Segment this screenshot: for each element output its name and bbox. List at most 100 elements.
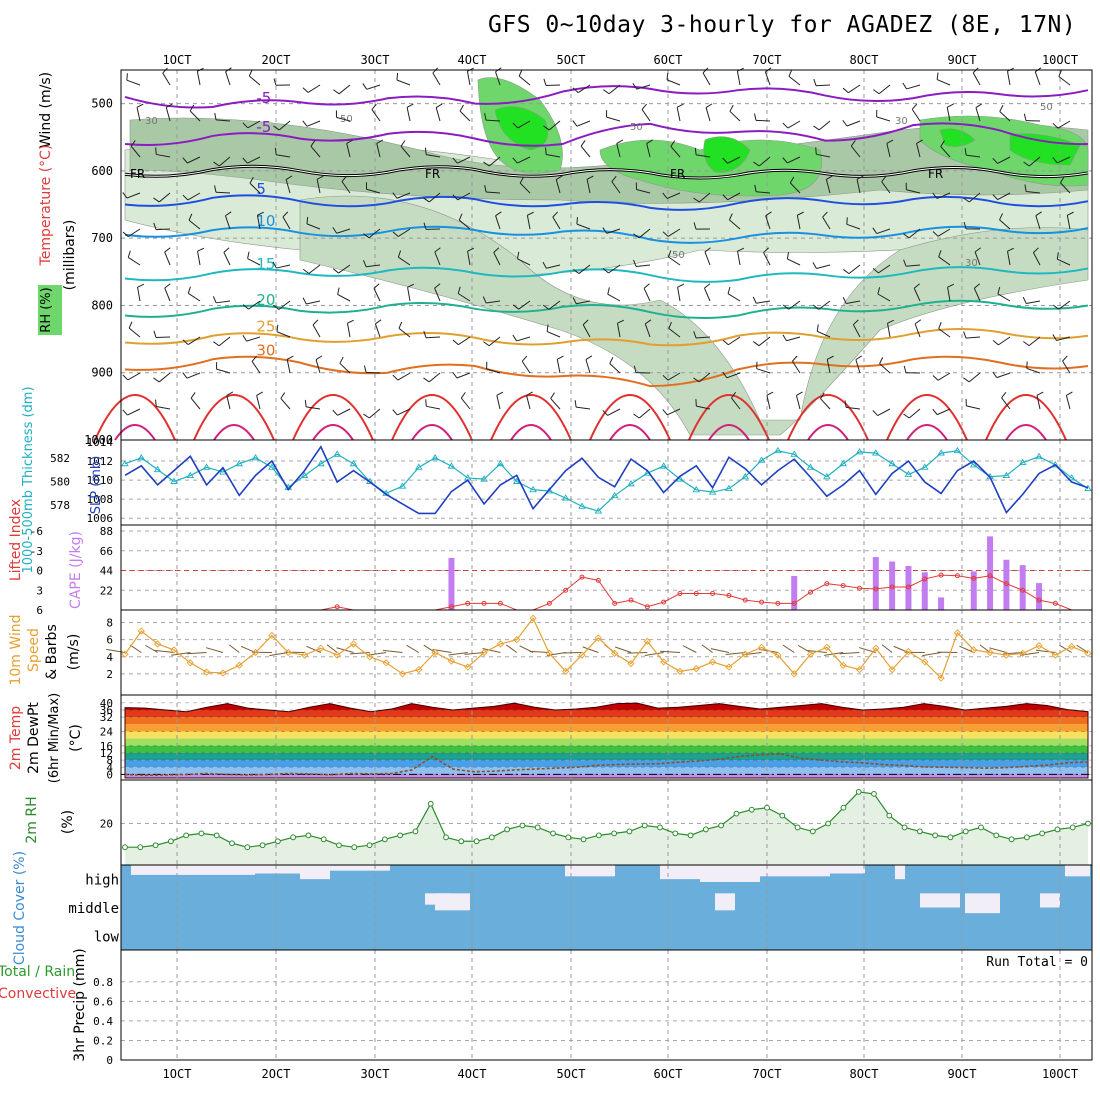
wind-barb-flag [585, 355, 593, 361]
wind-barb [727, 293, 741, 302]
wind-barb [966, 405, 981, 410]
cape-frame [120, 524, 1093, 611]
wind-barb-flag [1052, 157, 1058, 164]
x-tick-label-bottom: 1OCT [163, 1067, 192, 1081]
wind-speed-point [643, 637, 651, 646]
isotherm-label: 20 [256, 291, 275, 309]
wind-barb [636, 84, 651, 90]
wind-barb-flag [887, 319, 895, 324]
wind-barb-flag [1056, 252, 1059, 260]
wind-barb-flag [272, 304, 280, 310]
wind-barb [350, 652, 370, 655]
wind-barb [582, 324, 591, 338]
wind-barb [1032, 252, 1041, 266]
wind-barb-flag [1035, 211, 1042, 217]
wind-speed-point [202, 668, 211, 676]
wind-barb-flag [992, 371, 998, 378]
wind-barb-flag [543, 78, 547, 86]
wind-barb [756, 191, 771, 194]
cape-bar [921, 572, 928, 610]
wind-barb [397, 228, 411, 237]
wind-barb [276, 331, 291, 338]
wind-barb [616, 143, 621, 158]
wind-barb [196, 71, 201, 86]
thickness-point [333, 450, 341, 457]
wind-barb [736, 71, 741, 86]
isotherm-line-0 [124, 85, 1089, 109]
thickness-point [953, 446, 962, 454]
wind-barb [346, 323, 351, 338]
thickness-point [153, 465, 162, 473]
wind-speed-point [921, 658, 929, 666]
wind-barb-flag [225, 211, 232, 217]
isotherm-line-1 [124, 122, 1089, 147]
li-point [628, 597, 634, 603]
wind-barb-flag [182, 339, 189, 345]
wind-barb-flag [122, 192, 128, 199]
wind-barb-flag [574, 400, 577, 408]
rh-point [779, 812, 786, 819]
wind-barb [848, 264, 861, 275]
wind-barb [577, 84, 591, 94]
wind-barb-flag [822, 211, 828, 218]
hot-arc-8 [906, 424, 948, 441]
wind-barb-flag [999, 213, 1004, 220]
rh-point [320, 836, 327, 843]
li-point [1003, 581, 1009, 587]
wind-barb-flag [753, 341, 760, 347]
wind-barb-flag [572, 297, 577, 304]
wind-barb-flag [332, 227, 338, 234]
wind-barb [846, 223, 861, 230]
li-point [497, 600, 503, 606]
wind-speed-point [1019, 649, 1027, 657]
wind-barb [782, 644, 795, 653]
wind-barb [400, 145, 411, 158]
rh-side-label: RH (%) [39, 287, 54, 332]
wind-barb [636, 264, 651, 267]
wind-barb-flag [603, 89, 610, 95]
wind-speed-line [124, 617, 1089, 680]
temp-band-2 [125, 717, 1088, 725]
thickness-point [170, 477, 178, 484]
wind-barb-flag [753, 161, 760, 167]
rh-point [1039, 830, 1046, 837]
wind-barb-flag [946, 103, 954, 108]
wind-barb [703, 287, 711, 302]
rh-point [840, 804, 847, 811]
x-tick-label-top: 1OCT [163, 53, 192, 67]
wind-barb [646, 143, 651, 158]
wind-barb [526, 215, 531, 230]
thickness-point [1035, 452, 1043, 460]
wind-barb [638, 228, 651, 239]
wind-barb [817, 330, 831, 338]
li-point [726, 593, 732, 599]
wind-barb [818, 300, 831, 310]
wind-barb [936, 192, 951, 200]
temp-side-label-4: (°C) [68, 724, 84, 752]
wind-barb-flag [602, 227, 608, 234]
rh-point [443, 834, 449, 841]
wind-barb [158, 372, 171, 383]
wind-barb-flag [341, 175, 347, 182]
isotherm-label: 5 [256, 180, 266, 198]
rh-point [366, 842, 373, 849]
rh-point [580, 836, 587, 843]
rh-point [427, 800, 434, 807]
li-point [710, 591, 716, 597]
hot-arc-0 [114, 424, 156, 441]
wind-barb-flag [302, 87, 309, 93]
temp-side-label-3: (6hr Min/Max) [47, 693, 62, 783]
wind-barb-flag [493, 247, 500, 253]
cape-bar [889, 561, 896, 610]
thermal-arc-2 [292, 394, 374, 441]
wind-barb [282, 216, 291, 230]
rh-point [1085, 820, 1091, 827]
max-temp-outline [124, 702, 1089, 779]
wind-barb-flag [973, 283, 981, 289]
wind-barb [486, 368, 501, 374]
wind-barb [341, 181, 351, 194]
wind-speed-point [398, 670, 407, 678]
thickness-point [561, 494, 570, 501]
wind-barb [156, 153, 171, 158]
